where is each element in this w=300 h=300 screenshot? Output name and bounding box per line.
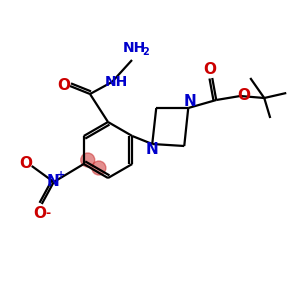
Text: N: N xyxy=(146,142,159,158)
Text: O: O xyxy=(19,157,32,172)
Text: NH: NH xyxy=(104,75,128,89)
Text: N: N xyxy=(184,94,197,110)
Text: +: + xyxy=(57,170,65,180)
Text: O: O xyxy=(238,88,251,103)
Text: -: - xyxy=(45,206,50,220)
Text: N: N xyxy=(46,173,59,188)
Text: 2: 2 xyxy=(142,47,149,57)
Circle shape xyxy=(92,161,106,175)
Text: O: O xyxy=(33,206,46,220)
Text: NH: NH xyxy=(122,41,146,55)
Circle shape xyxy=(81,153,95,167)
Text: O: O xyxy=(204,62,217,77)
Text: O: O xyxy=(58,77,70,92)
